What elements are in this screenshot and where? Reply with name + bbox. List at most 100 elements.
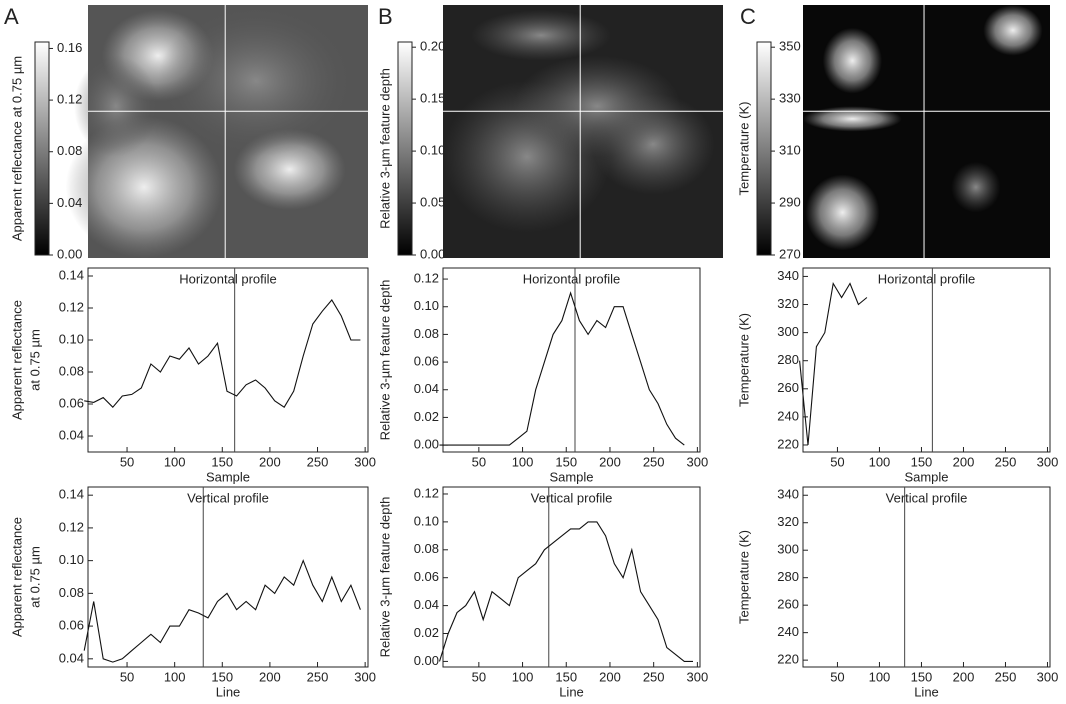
y-tick-label: 280 xyxy=(777,569,799,584)
plot-title: Horizontal profile xyxy=(878,271,976,286)
plot-title: Vertical profile xyxy=(531,490,613,505)
y-axis-label: Apparent reflectance xyxy=(9,517,24,637)
x-tick-label: 100 xyxy=(512,454,534,469)
y-tick-label: 0.12 xyxy=(59,299,84,314)
x-tick-label: 50 xyxy=(120,454,134,469)
y-tick-label: 240 xyxy=(777,624,799,639)
y-tick-label: 0.04 xyxy=(414,381,439,396)
image-feature xyxy=(74,55,158,157)
x-tick-label: 200 xyxy=(953,669,975,684)
y-tick-label: 0.10 xyxy=(59,331,84,346)
x-tick-label: 250 xyxy=(307,669,329,684)
y-tick-label: 0.12 xyxy=(414,485,439,500)
y-tick-label: 220 xyxy=(777,652,799,667)
x-tick-label: 150 xyxy=(211,669,233,684)
y-tick-label: 0.04 xyxy=(414,597,439,612)
x-tick-label: 300 xyxy=(687,454,709,469)
y-axis-label: at 0.75 µm xyxy=(27,329,42,391)
y-tick-label: 0.04 xyxy=(59,650,84,665)
y-axis-label: Relative 3-µm feature depth xyxy=(377,497,392,658)
y-tick-label: 0.06 xyxy=(414,569,439,584)
x-tick-label: 300 xyxy=(354,454,376,469)
plot-frame xyxy=(87,267,369,453)
plot-title: Vertical profile xyxy=(187,490,269,505)
colorbar-tick-label: 0.08 xyxy=(57,143,82,158)
colorbar-tick-label: 0.00 xyxy=(57,246,82,261)
y-tick-label: 240 xyxy=(777,408,799,423)
colorbar xyxy=(756,41,772,256)
y-tick-label: 0.04 xyxy=(59,427,84,442)
y-tick-label: 0.08 xyxy=(59,585,84,600)
y-tick-label: 0.06 xyxy=(59,395,84,410)
colorbar-tick-label: 330 xyxy=(779,91,801,106)
y-tick-label: 0.10 xyxy=(59,552,84,567)
y-tick-label: 0.12 xyxy=(59,519,84,534)
colorbar-tick-label: 0.04 xyxy=(57,195,82,210)
x-tick-label: 50 xyxy=(830,669,844,684)
x-tick-label: 100 xyxy=(164,454,186,469)
x-tick-label: 250 xyxy=(995,669,1017,684)
y-axis-label: Relative 3-µm feature depth xyxy=(377,280,392,441)
x-tick-label: 200 xyxy=(599,454,621,469)
y-tick-label: 320 xyxy=(777,514,799,529)
plot-title: Horizontal profile xyxy=(179,271,277,286)
x-tick-label: 100 xyxy=(869,454,891,469)
x-axis-label: Line xyxy=(914,684,939,699)
colorbar-tick-label: 310 xyxy=(779,143,801,158)
colorbar-tick-label: 350 xyxy=(779,39,801,54)
profile-line xyxy=(83,559,361,663)
colorbar xyxy=(397,41,413,256)
y-axis-label: Temperature (K) xyxy=(736,313,751,407)
y-tick-label: 0.06 xyxy=(59,618,84,633)
x-tick-label: 200 xyxy=(953,454,975,469)
colorbar-tick-label: 0.16 xyxy=(57,40,82,55)
colorbar xyxy=(34,41,50,256)
y-tick-label: 300 xyxy=(777,324,799,339)
colorbar-tick-label: 0.05 xyxy=(420,194,445,209)
x-tick-label: 50 xyxy=(472,454,486,469)
x-tick-label: 50 xyxy=(120,669,134,684)
y-tick-label: 260 xyxy=(777,597,799,612)
panel-letter: B xyxy=(378,4,393,29)
colorbar-label: Relative 3-µm feature depth xyxy=(377,68,392,229)
x-tick-label: 200 xyxy=(259,669,281,684)
colorbar-label: Temperature (K) xyxy=(736,102,751,196)
y-tick-label: 0.10 xyxy=(414,298,439,313)
panel-letter: C xyxy=(740,4,756,29)
image-feature xyxy=(158,5,354,157)
x-tick-label: 50 xyxy=(472,669,486,684)
y-tick-label: 0.02 xyxy=(414,409,439,424)
x-tick-label: 300 xyxy=(354,669,376,684)
plot-title: Vertical profile xyxy=(886,490,968,505)
image xyxy=(803,5,1050,258)
x-tick-label: 150 xyxy=(555,669,577,684)
colorbar-tick-label: 0.20 xyxy=(420,39,445,54)
x-tick-label: 250 xyxy=(995,454,1017,469)
image-feature xyxy=(471,10,611,61)
profile-line xyxy=(438,521,693,662)
y-tick-label: 260 xyxy=(777,380,799,395)
y-tick-label: 0.10 xyxy=(414,513,439,528)
image-feature xyxy=(983,5,1043,56)
y-tick-label: 0.08 xyxy=(414,326,439,341)
y-tick-label: 0.00 xyxy=(414,653,439,668)
x-tick-label: 200 xyxy=(599,669,621,684)
profile-line xyxy=(439,291,685,446)
x-axis-label: Line xyxy=(216,684,241,699)
x-tick-label: 300 xyxy=(687,669,709,684)
profile-line xyxy=(84,299,361,409)
x-axis-label: Sample xyxy=(206,469,250,484)
x-tick-label: 250 xyxy=(307,454,329,469)
panel-letter: A xyxy=(4,4,19,29)
y-tick-label: 0.12 xyxy=(414,271,439,286)
y-tick-label: 0.06 xyxy=(414,354,439,369)
plot-frame xyxy=(802,267,1051,453)
x-tick-label: 100 xyxy=(512,669,534,684)
colorbar-tick-label: 0.12 xyxy=(57,92,82,107)
y-tick-label: 340 xyxy=(777,487,799,502)
x-tick-label: 300 xyxy=(1037,454,1059,469)
y-tick-label: 0.02 xyxy=(414,625,439,640)
image-feature xyxy=(951,161,1001,213)
colorbar-tick-label: 290 xyxy=(779,194,801,209)
